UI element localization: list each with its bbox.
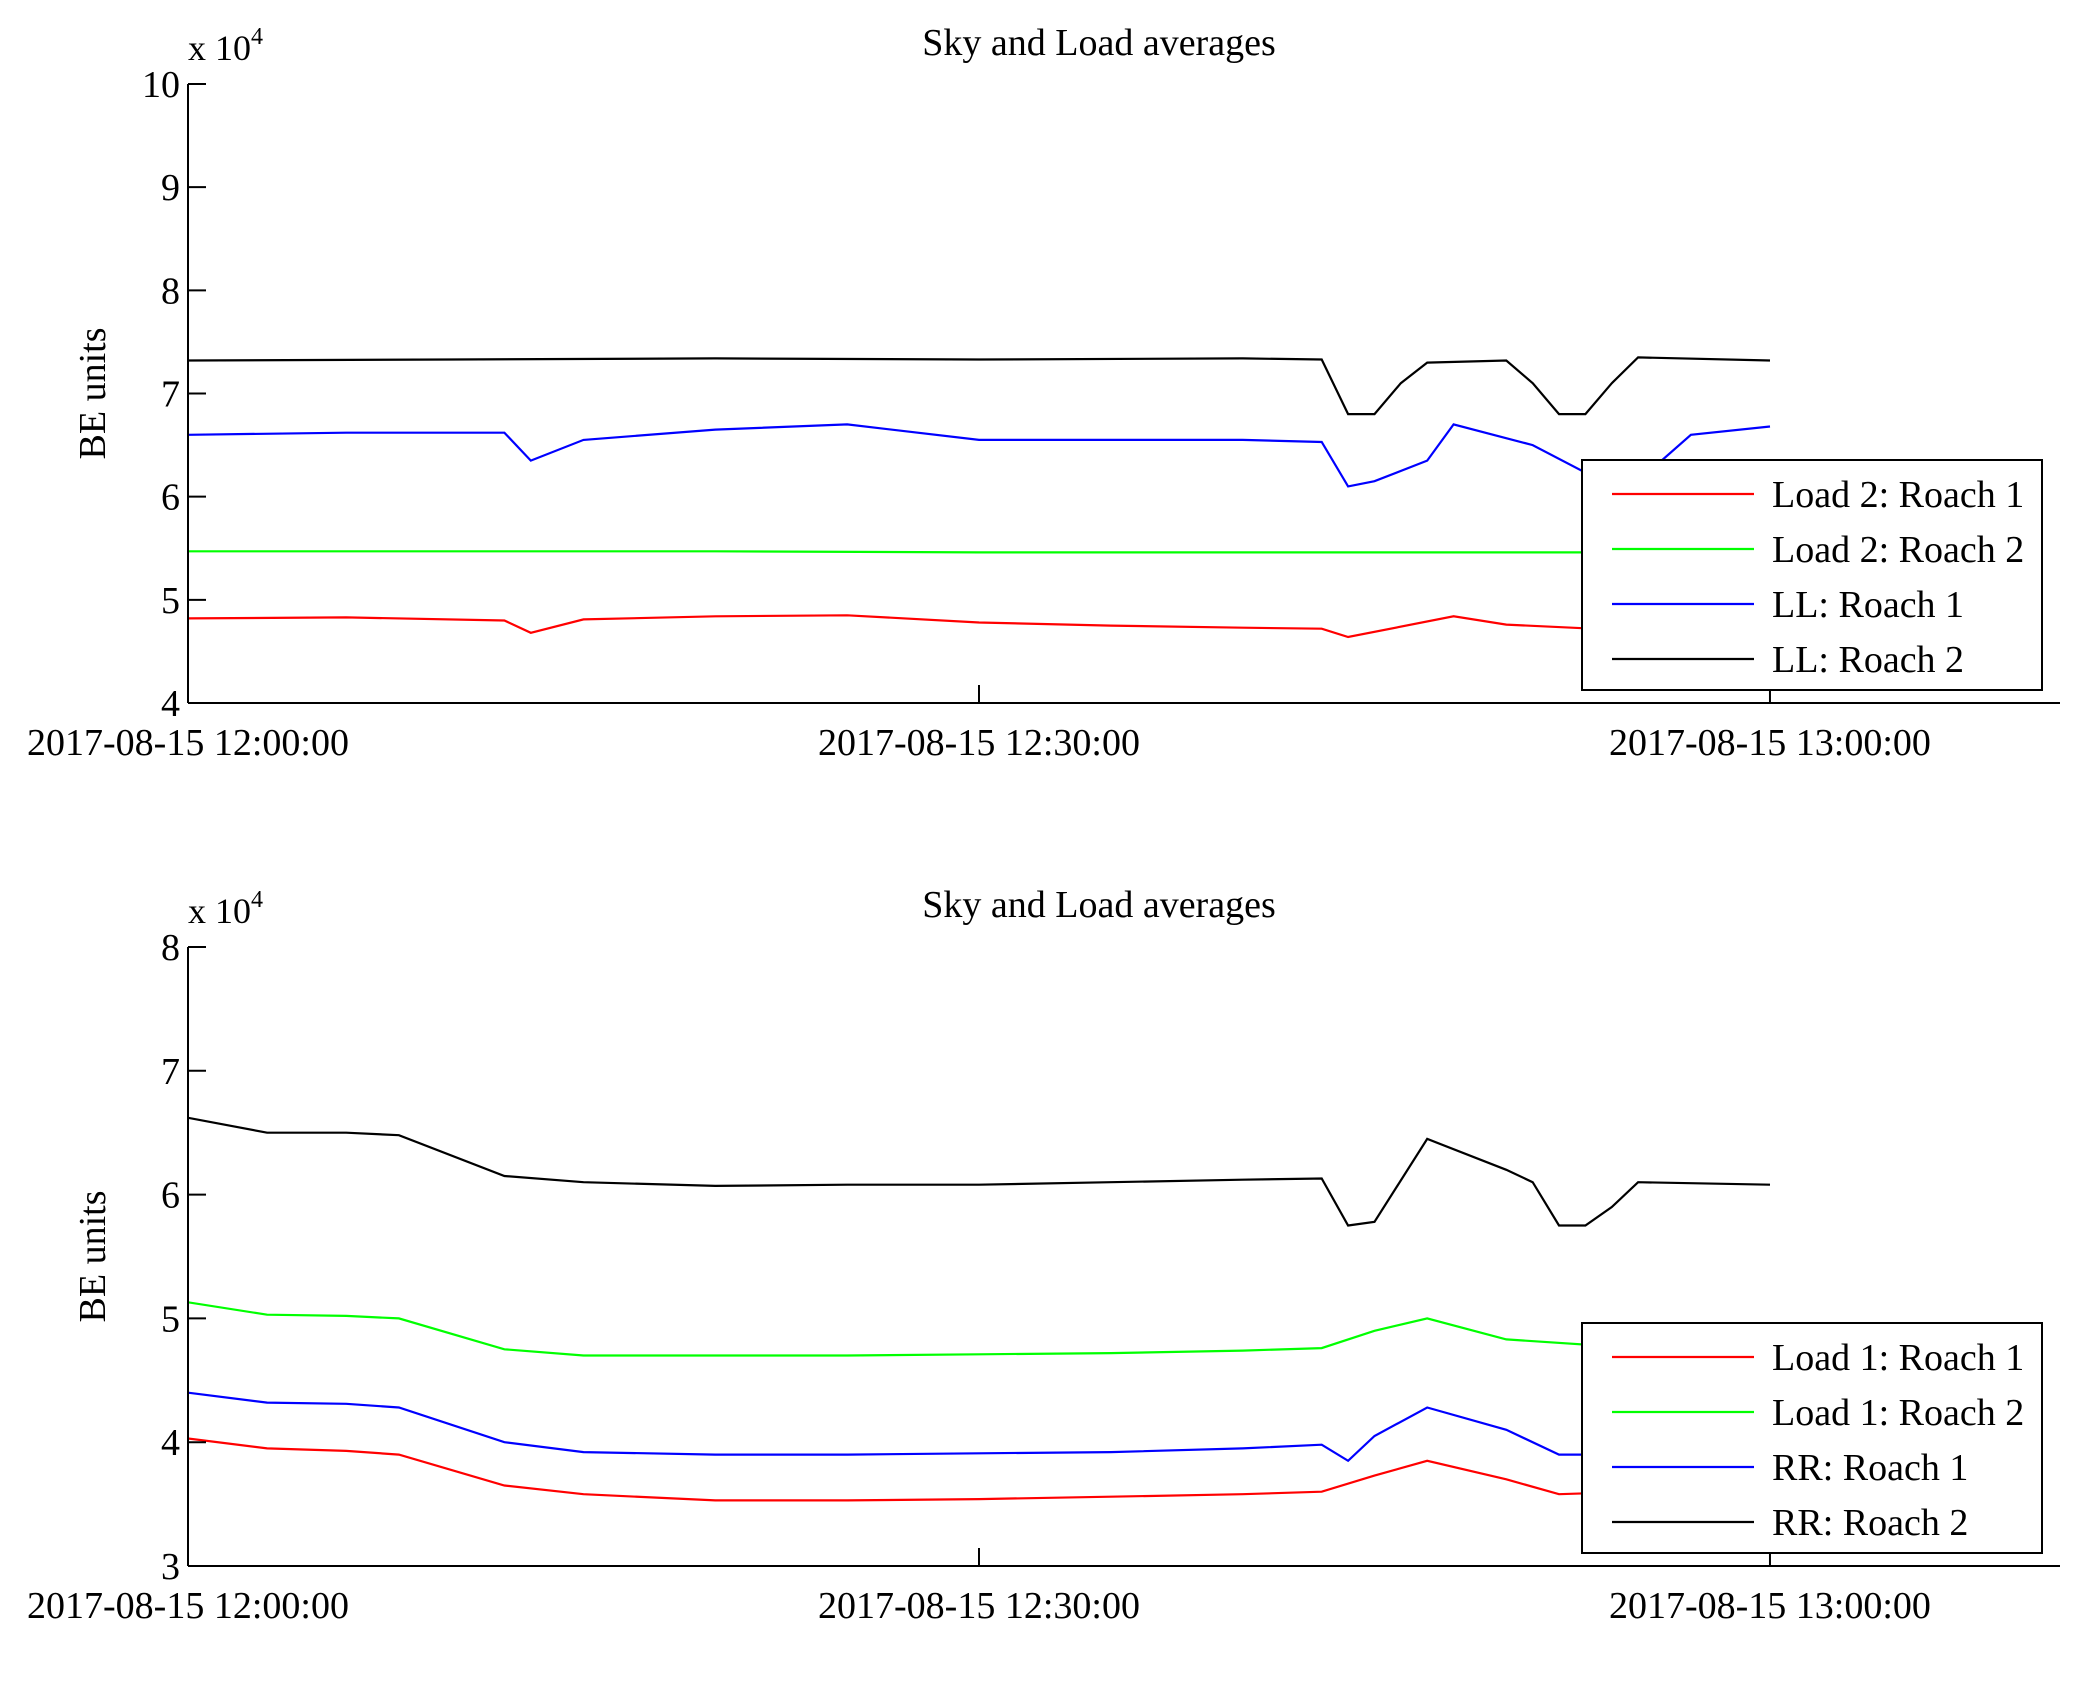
y-exponent-power: 4	[251, 887, 263, 913]
y-exponent-label: x 104	[188, 887, 263, 931]
y-tick-label: 10	[142, 64, 180, 106]
y-tick-label: 8	[161, 270, 180, 312]
y-tick-label: 5	[161, 1298, 180, 1340]
x-tick-label: 2017-08-15 12:30:00	[818, 1585, 1140, 1627]
x-tick-label: 2017-08-15 12:30:00	[818, 722, 1140, 764]
y-exponent-label: x 104	[188, 24, 263, 68]
y-tick-label: 6	[161, 1175, 180, 1217]
series-line-3	[188, 1391, 1771, 1463]
series-line-4	[188, 356, 1771, 416]
y-tick-label: 7	[161, 1051, 180, 1093]
x-tick-label: 2017-08-15 12:00:00	[27, 722, 349, 764]
legend-label-3: LL: Roach 1	[1772, 584, 1964, 626]
legend-box	[1581, 1322, 2043, 1554]
series-line-4	[188, 1116, 1771, 1227]
x-tick-label: 2017-08-15 13:00:00	[1609, 1585, 1931, 1627]
y-tick-label: 9	[161, 167, 180, 209]
y-axis-label: BE units	[72, 1191, 114, 1323]
y-tick-label: 8	[161, 927, 180, 969]
x-tick-label: 2017-08-15 12:00:00	[27, 1585, 349, 1627]
series-line-3	[188, 423, 1771, 488]
y-exponent-base: x 10	[188, 28, 251, 68]
legend-label-4: LL: Roach 2	[1772, 639, 1964, 681]
y-tick-label: 3	[161, 1546, 180, 1588]
y-exponent-base: x 10	[188, 891, 251, 931]
series-line-1	[188, 1437, 1771, 1502]
legend-box	[1581, 459, 2043, 691]
x-tick-label: 2017-08-15 13:00:00	[1609, 722, 1931, 764]
y-exponent-power: 4	[251, 24, 263, 50]
series-line-1	[188, 614, 1771, 639]
legend-label-1: Load 1: Roach 1	[1772, 1337, 2024, 1379]
y-tick-label: 4	[161, 683, 180, 725]
legend: Load 1: Roach 1 Load 1: Roach 2 RR: Roach …	[1581, 1322, 2043, 1554]
y-axis-label: BE units	[72, 328, 114, 460]
legend-label-2: Load 2: Roach 2	[1772, 529, 2024, 571]
y-tick-label: 4	[161, 1422, 180, 1464]
y-tick-label: 6	[161, 477, 180, 519]
series-line-2	[188, 1301, 1771, 1357]
legend-label-3: RR: Roach 1	[1772, 1447, 1968, 1489]
chart-title: Sky and Load averages	[922, 22, 1276, 64]
y-tick-label: 5	[161, 580, 180, 622]
chart-title: Sky and Load averages	[922, 884, 1276, 926]
y-tick-label: 7	[161, 374, 180, 416]
legend-label-4: RR: Roach 2	[1772, 1502, 1968, 1544]
legend-label-1: Load 2: Roach 1	[1772, 474, 2024, 516]
legend: Load 2: Roach 1 Load 2: Roach 2 LL: Roach …	[1581, 459, 2043, 691]
series-line-2	[188, 550, 1770, 554]
legend-label-2: Load 1: Roach 2	[1772, 1392, 2024, 1434]
